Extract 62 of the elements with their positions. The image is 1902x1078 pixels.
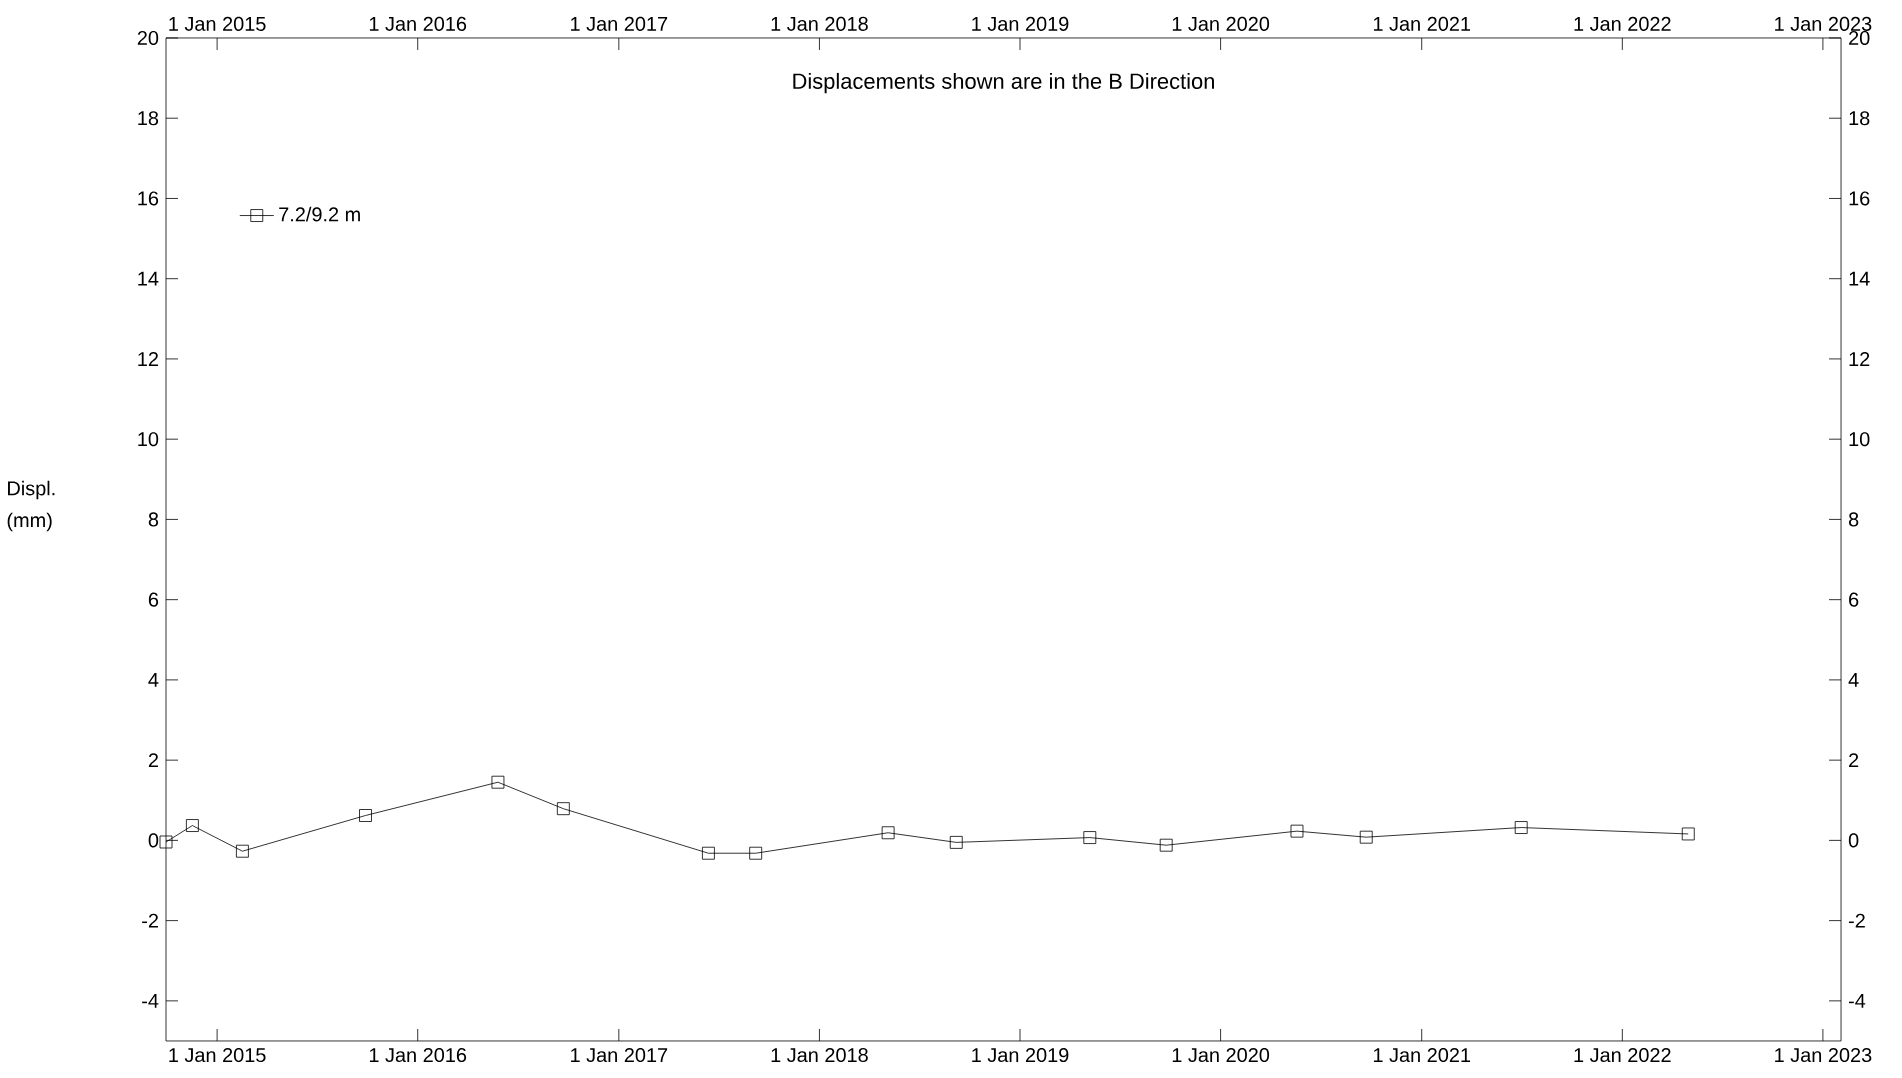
legend-label: 7.2/9.2 m	[279, 206, 360, 222]
y2-tick-label: 18	[1849, 111, 1870, 126]
y-tick-label: 12	[138, 351, 158, 366]
y-tick-label: -4	[142, 994, 159, 1008]
y-tick-label: 6	[148, 592, 159, 607]
x-tick-label: 1 Jan 2018	[771, 1048, 868, 1063]
y-tick-label: 20	[137, 30, 159, 46]
point	[1514, 821, 1528, 834]
y-tick-label: 2	[148, 753, 158, 768]
x2-tick-label: 1 Jan 2021	[1373, 16, 1471, 31]
x-tick-label: 1 Jan 2019	[972, 1048, 1069, 1063]
point	[1681, 827, 1695, 841]
y-tick-label: 14	[138, 271, 159, 286]
x2-tick-label: 1 Jan 2022	[1574, 16, 1671, 31]
y2-tick-label: 16	[1849, 191, 1870, 206]
y2-tick-label: 2	[1849, 753, 1859, 768]
point	[185, 819, 199, 832]
point	[949, 835, 963, 849]
x2-tick-label: 1 Jan 2023	[1775, 16, 1872, 31]
y2-tick-label: 6	[1849, 592, 1859, 607]
y2-tick-label: 0	[1848, 833, 1859, 848]
y-tick-label: 4	[148, 673, 159, 687]
text: Displacements shown are in the B Direction	[793, 72, 1214, 94]
point	[1083, 831, 1097, 844]
y-tick-label: -2	[142, 913, 158, 928]
y-tick-label: 16	[138, 191, 159, 206]
x-tick-label: 1 Jan 2016	[369, 1048, 467, 1063]
x-tick-label: 1 Jan 2015	[169, 1048, 266, 1063]
y-tick-label: 0	[148, 833, 159, 848]
x-tick-label: 1 Jan 2021	[1373, 1048, 1471, 1063]
x-tick-label: 1 Jan 2017	[571, 1048, 668, 1063]
point	[159, 835, 173, 849]
x2-tick-label: 1 Jan 2017	[571, 16, 668, 31]
y2-tick-label: -4	[1848, 994, 1866, 1008]
point	[236, 844, 249, 858]
y2-tick-label: 14	[1849, 271, 1870, 286]
point	[1159, 838, 1173, 852]
y2-tick-label: 12	[1849, 351, 1870, 366]
y2-tick-label: 10	[1849, 432, 1870, 447]
x2-tick-label: 1 Jan 2020	[1172, 16, 1270, 31]
point	[556, 802, 570, 816]
point	[1359, 830, 1373, 844]
x-tick-label: 1 Jan 2023	[1775, 1048, 1872, 1063]
point	[702, 846, 715, 860]
y-tick-label: 8	[148, 512, 159, 527]
y-tick-label: 10	[138, 432, 159, 447]
point	[881, 826, 895, 840]
y2-tick-label: -2	[1848, 913, 1865, 928]
x-tick-label: 1 Jan 2020	[1172, 1048, 1270, 1063]
x2-tick-label: 1 Jan 2015	[169, 16, 266, 31]
x2-tick-label: 1 Jan 2019	[972, 16, 1069, 31]
point	[491, 775, 505, 789]
y-axis-title: Displ. (mm)	[7, 480, 55, 532]
x2-tick-label: 1 Jan 2016	[369, 16, 467, 31]
y2-tick-label: 8	[1848, 512, 1859, 527]
x2-tick-label: 1 Jan 2018	[771, 16, 868, 31]
point	[1290, 824, 1304, 838]
x-tick-label: 1 Jan 2022	[1574, 1048, 1671, 1063]
point	[749, 846, 763, 860]
y2-tick-label: 4	[1848, 673, 1859, 687]
y-tick-label: 18	[138, 111, 159, 126]
y2-tick-label: 20	[1849, 30, 1870, 46]
